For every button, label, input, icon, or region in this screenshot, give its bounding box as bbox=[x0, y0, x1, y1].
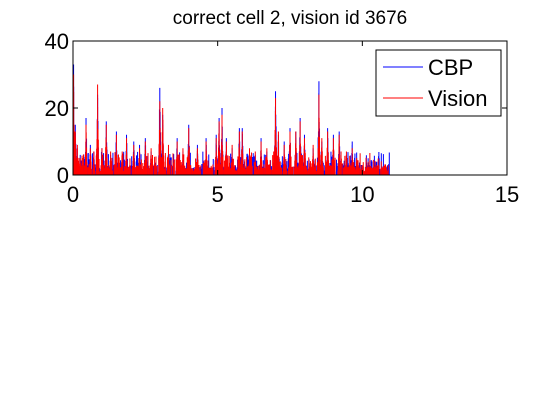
y-tick-label: 0 bbox=[57, 163, 69, 188]
series-line-cbp bbox=[72, 64, 390, 176]
x-tick-label: 5 bbox=[212, 182, 224, 207]
x-tick-label: 10 bbox=[350, 182, 374, 207]
legend-box bbox=[375, 49, 502, 117]
series-layer bbox=[72, 64, 390, 176]
legend-label-cbp: CBP bbox=[428, 55, 473, 80]
tick-layer: 0 5 10 15 0 20 40 bbox=[45, 29, 520, 207]
x-tick-label: 15 bbox=[495, 182, 519, 207]
y-tick-label: 20 bbox=[45, 96, 69, 121]
y-tick-label: 40 bbox=[45, 29, 69, 54]
legend: CBP Vision bbox=[375, 49, 502, 117]
chart-title: correct cell 2, vision id 3676 bbox=[173, 8, 407, 29]
legend-label-vision: Vision bbox=[428, 86, 488, 111]
x-tick-label: 0 bbox=[67, 182, 79, 207]
